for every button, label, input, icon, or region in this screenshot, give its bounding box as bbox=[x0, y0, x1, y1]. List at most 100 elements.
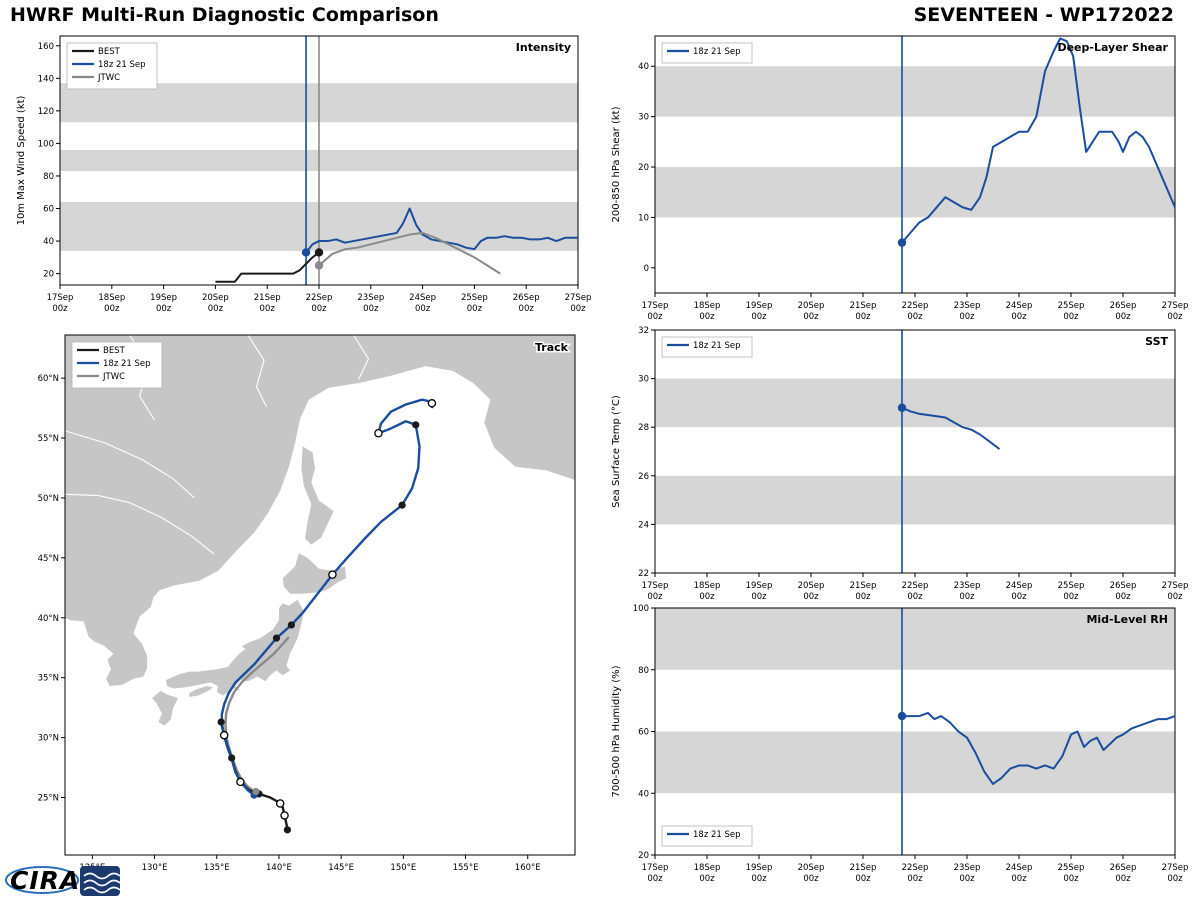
y-tick-label: 0 bbox=[644, 264, 649, 274]
track-chart: 125°E130°E135°E140°E145°E150°E155°E160°E… bbox=[38, 334, 576, 873]
series-JTWC bbox=[318, 231, 501, 275]
track-marker bbox=[427, 399, 437, 408]
y-tick-label: 40 bbox=[43, 237, 54, 247]
legend-label: 18z 21 Sep bbox=[98, 60, 146, 70]
y-axis-label: 10m Max Wind Speed (kt) bbox=[16, 95, 27, 225]
track-marker bbox=[287, 621, 295, 629]
storm-id: SEVENTEEN - WP172022 bbox=[913, 4, 1174, 26]
y-tick-label: 24 bbox=[638, 520, 649, 530]
lat-tick-label: 50°N bbox=[38, 494, 59, 504]
x-tick-hour: 00z bbox=[647, 874, 663, 884]
x-tick-date: 27Sep bbox=[565, 293, 592, 303]
x-tick-date: 18Sep bbox=[694, 581, 721, 591]
x-tick-hour: 00z bbox=[803, 874, 819, 884]
panel-title: SST bbox=[1145, 335, 1168, 348]
x-tick-date: 21Sep bbox=[850, 581, 877, 591]
x-tick-hour: 00z bbox=[570, 304, 586, 314]
track-marker bbox=[236, 777, 245, 787]
x-tick-date: 26Sep bbox=[1110, 301, 1137, 311]
x-tick-hour: 00z bbox=[52, 304, 68, 314]
legend bbox=[661, 336, 753, 358]
x-tick-hour: 00z bbox=[803, 312, 819, 322]
y-tick-label: 26 bbox=[638, 472, 649, 482]
y-tick-label: 20 bbox=[43, 270, 54, 280]
x-tick-date: 21Sep bbox=[850, 863, 877, 873]
panel-title: Intensity bbox=[516, 41, 571, 54]
x-tick-date: 22Sep bbox=[902, 581, 929, 591]
x-tick-hour: 00z bbox=[699, 312, 715, 322]
landmass bbox=[65, 335, 575, 687]
x-tick-hour: 00z bbox=[751, 592, 767, 602]
y-tick-label: 100 bbox=[38, 139, 54, 149]
y-tick-label: 22 bbox=[638, 569, 649, 579]
x-tick-hour: 00z bbox=[907, 592, 923, 602]
series-marker bbox=[314, 248, 324, 257]
x-tick-date: 24Sep bbox=[1006, 301, 1033, 311]
series-marker bbox=[314, 261, 324, 270]
legend-label: 18z 21 Sep bbox=[693, 830, 741, 840]
y-tick-label: 60 bbox=[638, 728, 649, 738]
track-marker bbox=[275, 799, 285, 808]
x-tick-date: 17Sep bbox=[47, 293, 74, 303]
track-marker bbox=[252, 787, 260, 796]
x-tick-date: 27Sep bbox=[1162, 581, 1189, 591]
x-tick-hour: 00z bbox=[803, 592, 819, 602]
shear-chart: 01020304017Sep00z18Sep00z19Sep00z20Sep00… bbox=[611, 35, 1189, 322]
x-tick-hour: 00z bbox=[1167, 592, 1183, 602]
x-tick-date: 25Sep bbox=[461, 293, 488, 303]
x-tick-date: 27Sep bbox=[1162, 301, 1189, 311]
x-tick-date: 18Sep bbox=[694, 301, 721, 311]
x-tick-hour: 00z bbox=[1011, 312, 1027, 322]
x-tick-hour: 00z bbox=[260, 304, 276, 314]
map-border-line bbox=[65, 430, 195, 499]
x-tick-hour: 00z bbox=[104, 304, 120, 314]
lon-tick-label: 135°E bbox=[204, 863, 230, 873]
series-marker bbox=[897, 711, 907, 721]
x-tick-hour: 00z bbox=[1115, 592, 1131, 602]
x-tick-date: 27Sep bbox=[1162, 863, 1189, 873]
y-tick-label: 30 bbox=[638, 113, 649, 123]
x-tick-hour: 00z bbox=[647, 592, 663, 602]
legend-label: 18z 21 Sep bbox=[693, 341, 741, 351]
y-tick-label: 40 bbox=[638, 789, 649, 799]
y-tick-label: 20 bbox=[638, 851, 649, 861]
x-tick-hour: 00z bbox=[1063, 874, 1079, 884]
x-tick-hour: 00z bbox=[855, 592, 871, 602]
x-tick-date: 26Sep bbox=[513, 293, 540, 303]
lat-tick-label: 55°N bbox=[38, 434, 59, 444]
x-tick-date: 23Sep bbox=[954, 863, 981, 873]
map-border-line bbox=[247, 335, 268, 408]
track-marker bbox=[398, 501, 406, 509]
track-marker bbox=[219, 730, 229, 740]
x-tick-hour: 00z bbox=[415, 304, 431, 314]
x-tick-date: 25Sep bbox=[1058, 863, 1085, 873]
lon-tick-label: 150°E bbox=[390, 863, 416, 873]
series-marker bbox=[897, 403, 907, 412]
landmass bbox=[152, 690, 179, 726]
lon-tick-label: 160°E bbox=[515, 863, 541, 873]
x-tick-date: 25Sep bbox=[1058, 301, 1085, 311]
x-tick-date: 19Sep bbox=[746, 301, 773, 311]
series-BEST bbox=[215, 251, 320, 283]
track-marker bbox=[272, 634, 281, 642]
logo-orbit-ring bbox=[5, 866, 79, 894]
y-tick-label: 60 bbox=[43, 205, 54, 215]
landmass bbox=[282, 553, 347, 594]
x-tick-date: 22Sep bbox=[902, 863, 929, 873]
category-band bbox=[655, 608, 1175, 670]
x-tick-hour: 00z bbox=[647, 312, 663, 322]
x-tick-date: 21Sep bbox=[850, 301, 877, 311]
track-marker bbox=[228, 754, 236, 762]
x-tick-date: 24Sep bbox=[1006, 581, 1033, 591]
y-tick-label: 28 bbox=[638, 423, 649, 433]
x-tick-hour: 00z bbox=[855, 312, 871, 322]
x-tick-date: 24Sep bbox=[1006, 863, 1033, 873]
x-tick-date: 20Sep bbox=[202, 293, 229, 303]
x-tick-hour: 00z bbox=[959, 874, 975, 884]
series-18z 21 Sep bbox=[901, 406, 1001, 450]
legend-label: JTWC bbox=[97, 73, 120, 83]
y-axis-label: 200-850 hPa Shear (kt) bbox=[611, 106, 622, 222]
track-marker bbox=[328, 570, 337, 579]
panel-title: Mid-Level RH bbox=[1086, 613, 1168, 626]
